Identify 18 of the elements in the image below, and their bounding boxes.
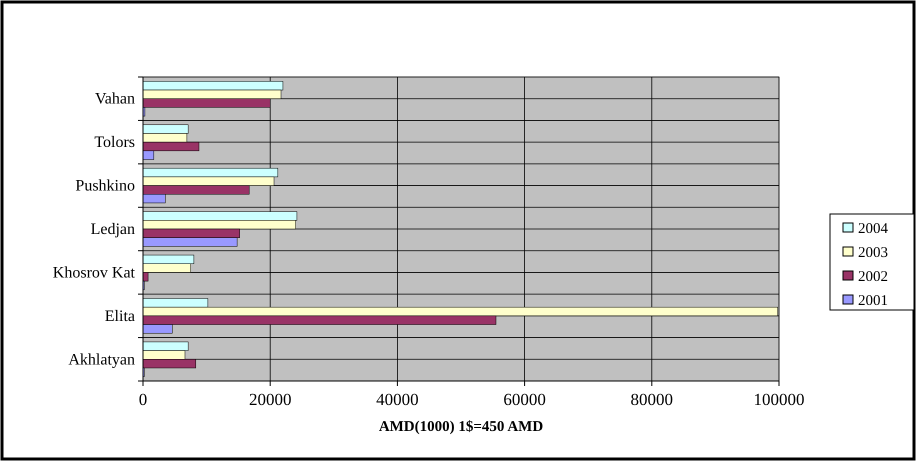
legend-label: 2001 — [858, 293, 888, 309]
y-tick-label: Ledjan — [90, 221, 135, 238]
x-tick-label: 80000 — [630, 390, 674, 409]
y-tick-label: Khosrov Kat — [52, 264, 136, 282]
legend-label: 2002 — [858, 269, 888, 285]
x-tick-label: 60000 — [503, 390, 546, 409]
y-tick-label: Vahan — [95, 90, 135, 108]
y-tick-label: Elita — [104, 308, 135, 325]
legend-label: 2004 — [858, 221, 888, 237]
x-tick-label: 0 — [138, 390, 148, 409]
y-tick-label: Pushkino — [75, 178, 135, 195]
y-tick-label: Tolors — [94, 134, 135, 152]
x-tick-label: 20000 — [248, 390, 292, 409]
x-tick-label: 40000 — [376, 390, 419, 409]
y-tick-label: Akhlatyan — [68, 351, 135, 368]
x-axis-title: AMD(1000) 1$=450 AMD — [378, 419, 544, 435]
legend-label: 2003 — [858, 245, 888, 261]
x-tick-label: 100000 — [754, 390, 804, 409]
